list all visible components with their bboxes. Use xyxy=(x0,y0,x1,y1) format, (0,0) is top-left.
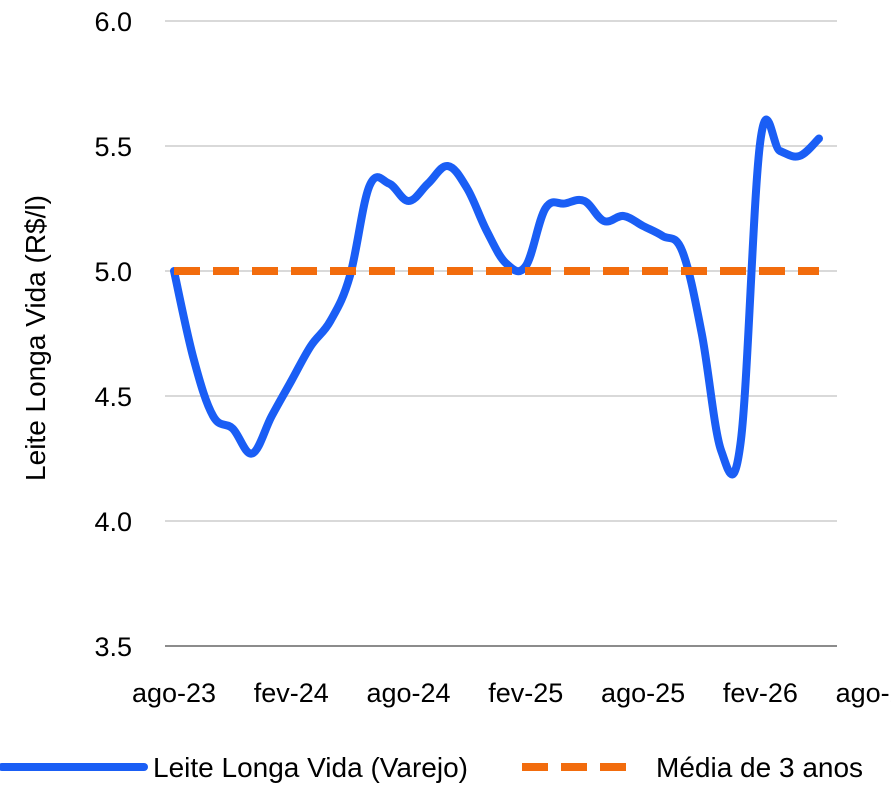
legend-label-leite-longa-vida: Leite Longa Vida (Varejo) xyxy=(153,752,468,783)
y-axis-label: Leite Longa Vida (R$/l) xyxy=(20,195,51,481)
series-line-leite-longa-vida xyxy=(170,115,823,479)
y-tick-label: 5.0 xyxy=(94,257,132,287)
y-tick-label: 4.5 xyxy=(94,382,132,412)
x-tick-label: fev-25 xyxy=(488,678,563,708)
legend-label-media-3-anos: Média de 3 anos xyxy=(656,752,863,783)
y-tick-label: 5.5 xyxy=(94,132,132,162)
x-tick-label: fev-24 xyxy=(254,678,329,708)
gridlines xyxy=(165,20,837,647)
y-tick-labels: 3.5 4.0 4.5 5.0 5.5 6.0 xyxy=(94,7,132,662)
legend: Leite Longa Vida (Varejo) Média de 3 anos xyxy=(0,752,863,783)
y-tick-label: 6.0 xyxy=(94,7,132,37)
x-tick-label: fev-26 xyxy=(723,678,798,708)
y-tick-label: 3.5 xyxy=(94,632,132,662)
y-tick-label: 4.0 xyxy=(94,507,132,537)
x-tick-label: ago-25 xyxy=(601,678,685,708)
series-lines xyxy=(170,115,823,479)
x-tick-label: ago-24 xyxy=(367,678,451,708)
x-tick-label: ago-23 xyxy=(132,678,216,708)
x-tick-label: ago-26 xyxy=(836,678,891,708)
x-tick-labels: ago-23 fev-24 ago-24 fev-25 ago-25 fev-26 ago-… xyxy=(132,678,891,708)
